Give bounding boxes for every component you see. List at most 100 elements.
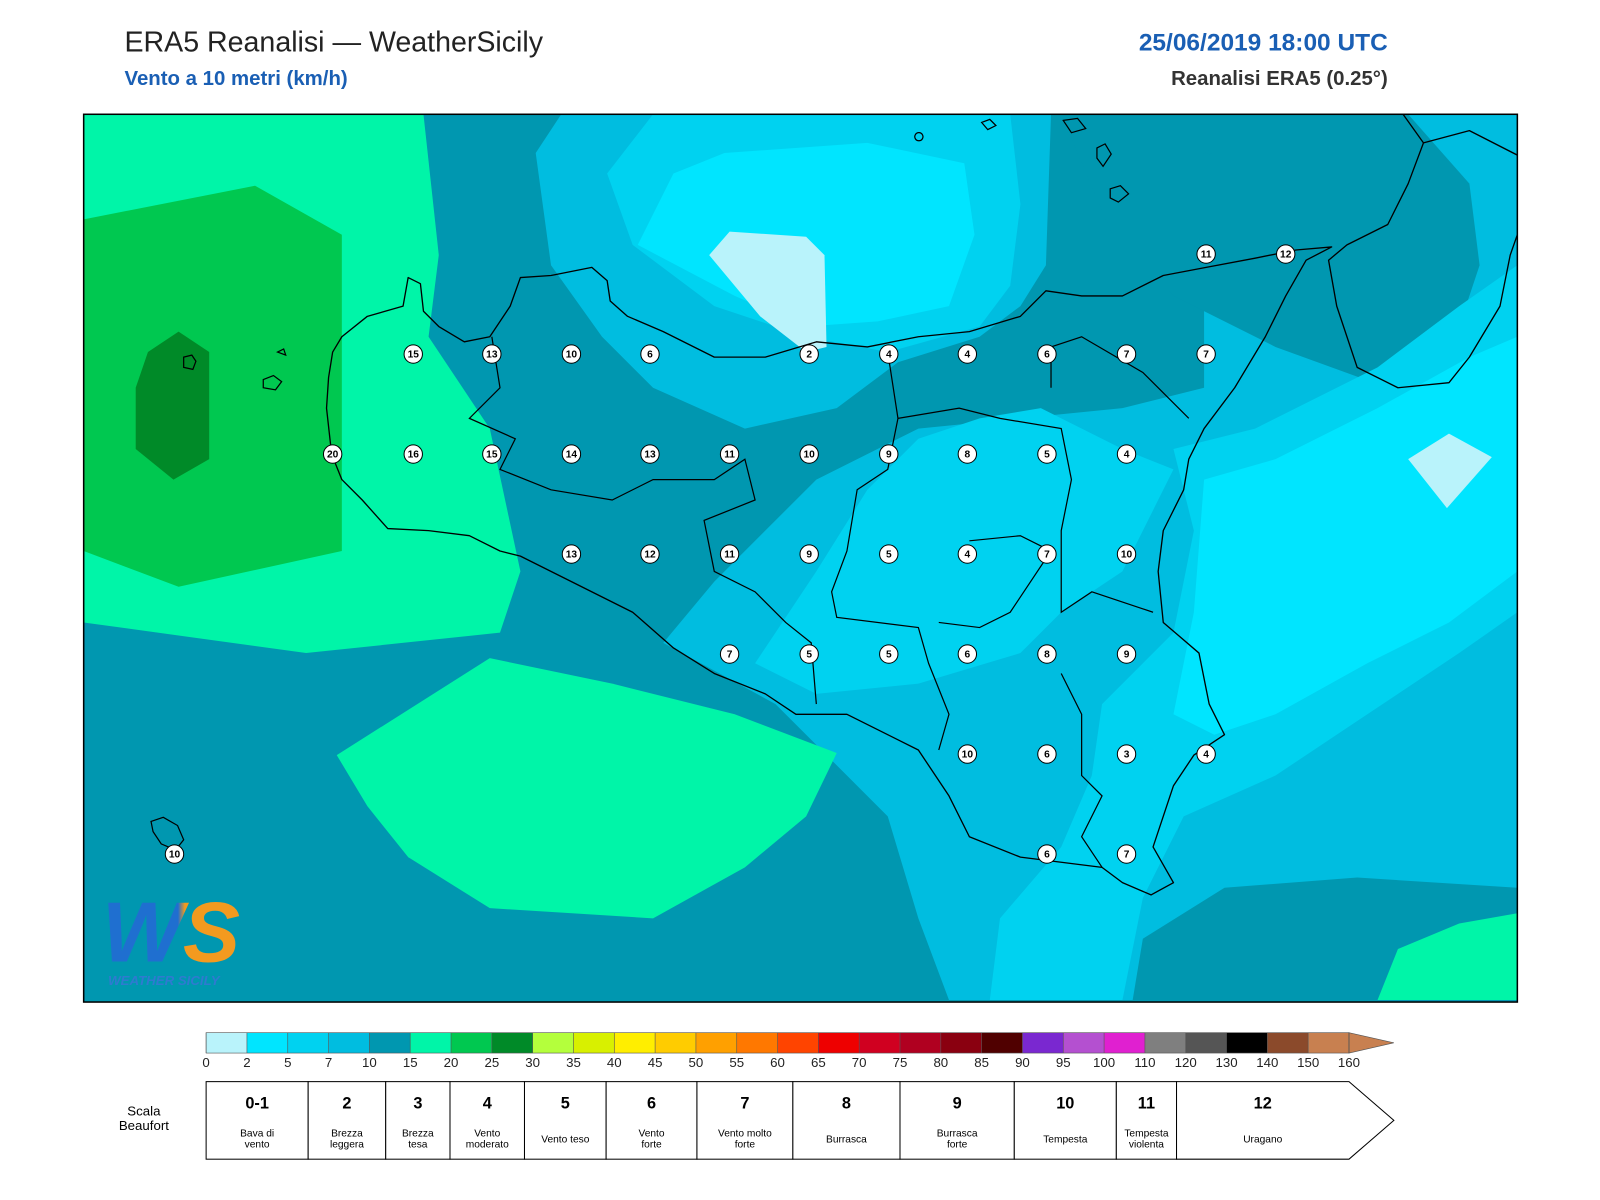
beaufort-description: Vento teso [541,1134,589,1145]
station-marker [164,844,185,864]
province-border [938,535,1052,629]
station-value: 13 [566,549,578,560]
tick-label: 45 [648,1055,663,1070]
color-swatch [1144,1032,1186,1054]
color-swatch [1226,1032,1268,1054]
station-marker [1037,544,1057,564]
tick-label: 85 [974,1055,989,1070]
station-marker [561,444,582,464]
station-value: 11 [724,549,735,560]
tick-label: 120 [1175,1055,1197,1070]
contour [1377,913,1518,1000]
beaufort-force: 5 [561,1094,570,1112]
beaufort-cell [1013,1081,1117,1160]
station-value: 7 [1124,849,1130,860]
station-value: 7 [1203,349,1209,360]
beaufort-description: moderato [466,1140,509,1151]
tick-label: 7 [325,1055,332,1070]
station-marker [403,344,423,364]
station-value: 10 [169,849,181,860]
color-swatch [287,1032,329,1054]
stations: 11 12 15 13 10 6 2 4 4 6 7 7 20 16 15 14 13 11 10 9 8 5 4 13 12 1… [164,244,1296,864]
beaufort-description: Vento [474,1128,500,1139]
beaufort-cell [605,1081,698,1160]
contour [83,185,342,587]
map-frame [82,113,1519,1003]
color-swatch [940,1032,982,1054]
station-marker [799,544,819,564]
station-marker [719,444,740,464]
station-marker [1116,444,1137,464]
station-marker [1276,244,1296,264]
tick-label: 35 [566,1055,581,1070]
station-value: 5 [1044,449,1050,460]
station-value: 2 [806,349,812,360]
station-value: 8 [965,449,971,460]
station-value: 12 [644,549,656,560]
color-swatch [206,1032,247,1054]
province-border [897,407,1154,614]
station-value: 8 [1044,649,1050,660]
beaufort-description: Vento molto [718,1128,772,1139]
tick-label: 2 [243,1055,250,1070]
beaufort-force: 11 [1138,1094,1155,1112]
station-marker [482,444,502,464]
station-value: 15 [486,449,498,460]
station-value: 9 [886,449,892,460]
beaufort-description: forte [947,1140,968,1151]
beaufort-force: 7 [740,1094,749,1112]
color-swatch [1104,1032,1145,1054]
station-marker [719,644,740,664]
station-marker [1037,444,1057,464]
tick-label: 130 [1215,1055,1237,1070]
tick-label: 160 [1338,1055,1360,1070]
coastline [325,246,1333,896]
logo-mark: WS [102,884,240,980]
beaufort-label: Scala [127,1104,161,1119]
tick-label: 60 [770,1055,785,1070]
station-value: 11 [724,449,735,460]
title: ERA5 Reanalisi — WeatherSicily [124,26,543,58]
station-value: 5 [806,649,812,660]
color-swatch [1022,1032,1064,1054]
station-marker [957,744,978,764]
color-swatch [1063,1032,1105,1054]
color-swatch [655,1032,696,1054]
color-swatch [532,1032,574,1054]
color-swatch [981,1032,1023,1054]
color-swatch [328,1032,370,1054]
beaufort-force: 3 [413,1094,422,1112]
beaufort-description: Brezza [402,1128,434,1139]
station-value: 6 [1044,849,1050,860]
station-marker [879,344,899,364]
beaufort-description: leggera [330,1140,364,1151]
beaufort-force: 4 [483,1094,492,1112]
station-marker [957,544,978,564]
beaufort-force: 9 [953,1094,962,1112]
contour [1408,433,1492,509]
beaufort-description: forte [641,1140,662,1151]
beaufort-force: 12 [1254,1094,1272,1112]
tick-label: 140 [1256,1055,1278,1070]
station-value: 15 [408,349,420,360]
color-swatch [246,1032,288,1054]
station-value: 13 [644,449,656,460]
tick-label: 20 [444,1055,459,1070]
tick-label: 50 [689,1055,704,1070]
province-border [1060,673,1103,868]
tick-label: 55 [729,1055,744,1070]
station-value: 4 [965,349,971,360]
color-swatch [451,1032,492,1054]
beaufort-description: Bava di [240,1128,274,1139]
station-value: 9 [806,549,812,560]
tick-label: 90 [1015,1055,1030,1070]
station-value: 10 [566,349,578,360]
contour [1173,336,1518,735]
beaufort-description: vento [245,1140,270,1151]
station-value: 10 [804,449,816,460]
tick-label: 150 [1297,1055,1319,1070]
color-swatch [859,1032,900,1054]
color-swatch [777,1032,819,1054]
tick-label: 95 [1056,1055,1071,1070]
station-marker [1037,344,1057,364]
